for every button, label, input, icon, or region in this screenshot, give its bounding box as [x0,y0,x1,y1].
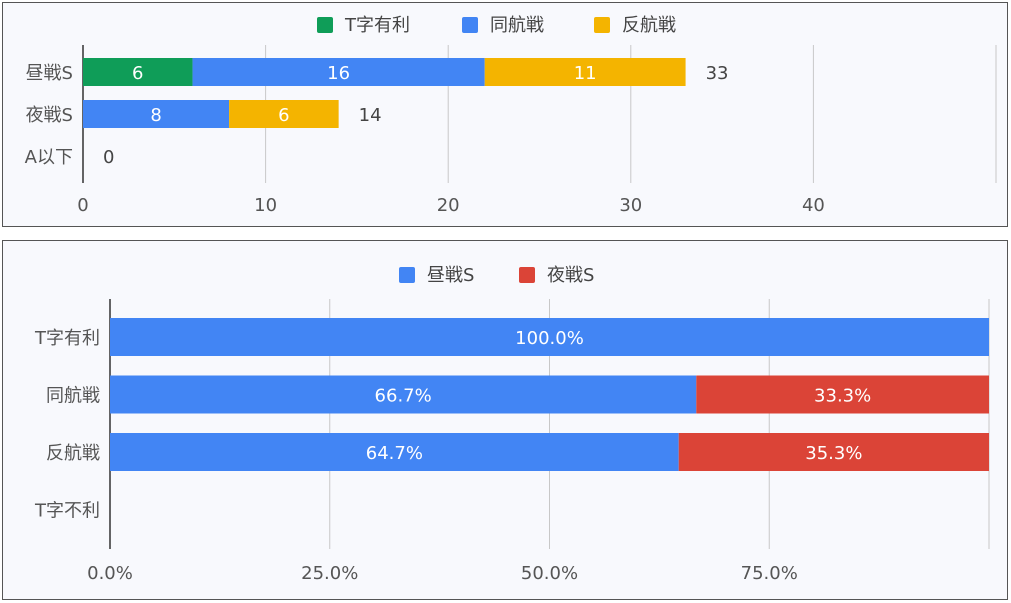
bar-value-label-0-0: 100.0% [515,328,584,349]
bar-value-label-0-0: 6 [132,63,143,84]
bar-total-label-2: 0 [103,147,114,168]
legend-swatch-1 [519,267,535,283]
x-tick-label-2: 20 [437,195,460,216]
category-label-0: 昼戦S [26,63,73,84]
category-label-3: T字不利 [34,501,100,522]
category-label-1: 同航戦 [46,386,100,407]
legend-swatch-2 [594,17,610,33]
legend-swatch-1 [462,17,478,33]
bar-value-label-0-2: 11 [574,63,597,84]
legend-label-2: 反航戦 [622,15,676,36]
x-tick-label-3: 75.0% [741,563,798,584]
chart-panel-outcome-by-battle-type: T字有利 同航戦 反航戦 0 10 20 30 40 昼戦S 6 16 11 33 夜戦S 8 6 14 A以下 0 [2,2,1008,227]
bar-value-label-1-1: 33.3% [814,386,871,407]
bar-segment-1-2 [229,100,339,128]
bar-segment-2-0 [110,433,679,471]
bar-value-label-0-1: 16 [327,63,350,84]
bar-value-label-1-2: 6 [278,105,289,126]
x-tick-label-1: 10 [254,195,277,216]
stacked-bar-chart-percent: 昼戦S 夜戦S 0.0% 25.0% 50.0% 75.0% T字有利 100.0% 同航戦 66… [34,265,990,584]
bar-segment-1-1 [696,375,989,414]
bar-segment-0-1 [192,58,485,86]
bar-value-label-2-1: 35.3% [805,443,862,464]
legend-label-1: 同航戦 [490,15,544,36]
legend-label-1: 夜戦S [547,265,594,286]
x-tick-label-2: 50.0% [521,563,578,584]
x-tick-label-4: 40 [802,195,825,216]
category-label-2: 反航戦 [46,443,100,464]
bar-segment-1-1 [83,100,230,128]
x-tick-label-3: 30 [619,195,642,216]
x-tick-label-0: 0 [77,195,88,216]
bar-total-label-0: 33 [706,63,729,84]
bar-segment-1-0 [110,375,697,414]
category-label-0: T字有利 [34,328,100,349]
bar-value-label-1-1: 8 [150,105,161,126]
x-tick-label-0: 0.0% [87,563,133,584]
chart-panel-share-by-engagement: 昼戦S 夜戦S 0.0% 25.0% 50.0% 75.0% T字有利 100.0% 同航戦 66… [2,240,1008,600]
bar-value-label-1-0: 66.7% [375,386,432,407]
bar-segment-0-2 [484,58,686,86]
legend-swatch-0 [317,17,333,33]
bar-total-label-1: 14 [359,105,382,126]
legend-label-0: 昼戦S [427,265,474,286]
x-tick-label-1: 25.0% [301,563,358,584]
legend-swatch-0 [399,267,415,283]
category-label-2: A以下 [25,147,73,168]
bar-value-label-2-0: 64.7% [366,443,423,464]
bar-segment-0-0 [83,58,193,86]
bar-segment-0-0 [110,318,989,356]
bar-segment-2-1 [678,433,989,471]
legend-label-0: T字有利 [344,15,410,36]
category-label-1: 夜戦S [26,105,73,126]
